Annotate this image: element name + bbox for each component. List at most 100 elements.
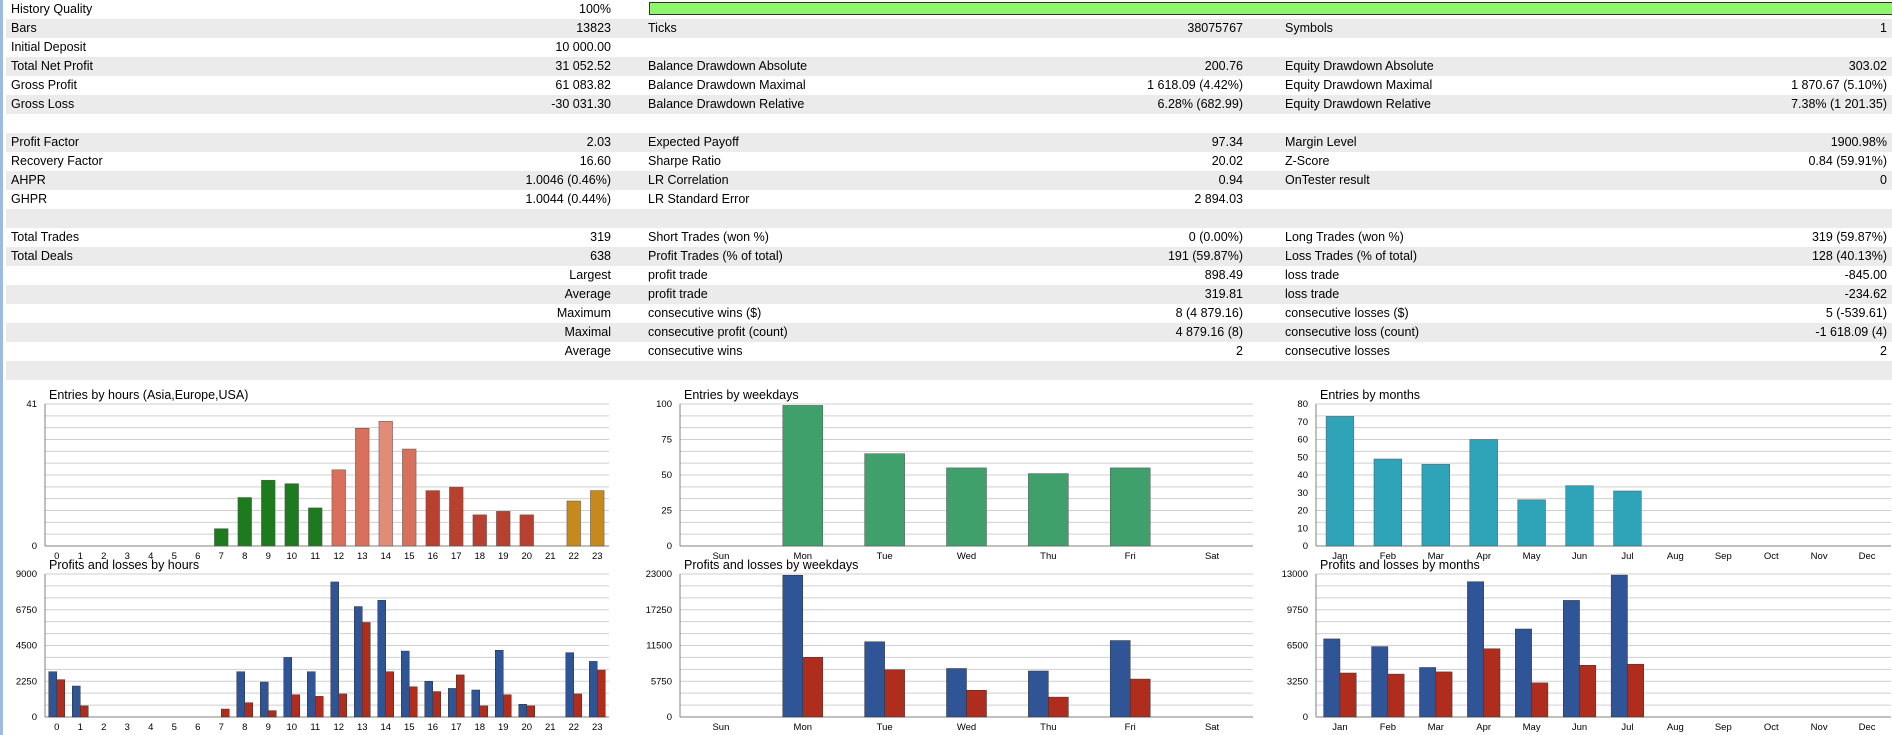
stat-label: consecutive wins [648, 344, 743, 358]
loss-bar [597, 669, 606, 718]
stat-label: Equity Drawdown Absolute [1285, 59, 1434, 73]
loss-bar [966, 690, 987, 718]
entries-bar [472, 514, 487, 547]
x-tick-label: Tue [877, 722, 893, 733]
stat-label: GHPR [11, 192, 48, 206]
stat-value: 0.84 (59.91%) [1808, 154, 1887, 168]
profit-bar [1610, 574, 1628, 718]
chart: Entries by months 80 70 60 50 40 30 20 10 0 Jan Feb… [1282, 388, 1892, 562]
entries-bar [1028, 473, 1069, 547]
y-tick-label: 11500 [646, 641, 672, 652]
y-tick-label: 5750 [651, 676, 672, 687]
y-tick-label: 41 [26, 399, 37, 410]
profit-bar [1371, 646, 1389, 718]
profit-bar [48, 671, 57, 718]
entries-bar [402, 448, 417, 547]
entries-bar [864, 453, 905, 547]
y-tick-label: 0 [32, 541, 37, 552]
y-tick-label: 70 [1297, 417, 1308, 428]
x-tick-label: Fri [1125, 551, 1136, 562]
x-tick-label: Sun [712, 551, 729, 562]
profit-bar [565, 652, 575, 718]
stat-value: Average [564, 344, 611, 358]
profit-bar [1515, 628, 1532, 718]
entries-bar [1421, 464, 1450, 547]
chart-svg: 80 70 60 50 40 30 20 10 0 Jan Feb Mar Apr May Jun Jul Au… [1297, 399, 1891, 562]
stat-label: OnTester result [1285, 173, 1370, 187]
x-tick-label: Jan [1332, 551, 1347, 562]
stats-row: Initial Deposit 10 000.00 [6, 38, 1892, 57]
x-tick-label: 4 [148, 551, 153, 562]
entries-bar [237, 497, 252, 547]
y-tick-label: 0 [667, 712, 672, 723]
y-tick-label: 60 [1297, 435, 1308, 446]
entries-bar [1373, 458, 1403, 547]
stat-label: Equity Drawdown Relative [1285, 97, 1431, 111]
y-tick-label: 50 [1297, 452, 1308, 463]
x-tick-label: Thu [1040, 551, 1056, 562]
profit-bar [864, 641, 885, 718]
x-tick-label: 7 [219, 722, 224, 733]
stats-row: GHPR 1.0044 (0.44%) LR Standard Error 2 894… [6, 190, 1892, 209]
x-tick-label: 18 [474, 551, 485, 562]
loss-bar [291, 694, 300, 718]
y-tick-label: 23000 [646, 569, 672, 580]
x-tick-label: 1 [78, 551, 83, 562]
loss-bar [268, 710, 277, 718]
stat-label: Symbols [1285, 21, 1333, 35]
stats-row: Bars 13823 Ticks 38075767 Symbols 1 [6, 19, 1892, 38]
y-tick-label: 80 [1297, 399, 1308, 410]
x-tick-label: Aug [1667, 722, 1684, 733]
stat-label: Z-Score [1285, 154, 1330, 168]
entries-bar [214, 528, 229, 547]
x-tick-label: 7 [219, 551, 224, 562]
stat-value: 1 [1880, 21, 1887, 35]
y-tick-label: 25 [661, 506, 672, 517]
stat-value: 4 879.16 (8) [1175, 325, 1243, 339]
entries-bar [566, 500, 581, 547]
stat-value: 2 [1236, 344, 1243, 358]
x-tick-label: Sat [1205, 551, 1220, 562]
loss-bar [1387, 673, 1405, 718]
stat-label: Balance Drawdown Relative [648, 97, 805, 111]
stat-value: 303.02 [1848, 59, 1887, 73]
profit-bar [236, 671, 245, 718]
stat-value: -1 618.09 (4) [1815, 325, 1887, 339]
stat-value: 7.38% (1 201.35) [1791, 97, 1887, 111]
x-tick-label: Sep [1715, 551, 1732, 562]
x-tick-label: Mon [794, 551, 812, 562]
stat-label: loss trade [1285, 268, 1340, 282]
chart-svg: 23000 17250 11500 5750 0 Sun Mon Tue Wed Thu Fri Sa… [646, 569, 1253, 733]
profit-bar [946, 668, 967, 718]
x-tick-label: 19 [498, 722, 509, 733]
stat-value: 20.02 [1211, 154, 1243, 168]
x-tick-label: 20 [521, 722, 532, 733]
x-tick-label: 3 [125, 722, 130, 733]
profit-bar [589, 661, 598, 718]
profit-bar [1467, 581, 1484, 718]
x-tick-label: Thu [1040, 722, 1056, 733]
stat-value: 319.81 [1204, 287, 1243, 301]
loss-bar [244, 702, 253, 718]
x-tick-label: 1 [78, 722, 83, 733]
stat-label: Recovery Factor [11, 154, 103, 168]
stat-value: 638 [590, 249, 611, 263]
stat-value: 128 (40.13%) [1811, 249, 1887, 263]
loss-bar [456, 674, 465, 718]
x-tick-label: 18 [474, 722, 485, 733]
x-tick-label: 6 [195, 551, 200, 562]
loss-bar [432, 691, 441, 718]
x-tick-label: 5 [172, 551, 177, 562]
history-quality-label: History Quality [11, 2, 93, 16]
profit-bar [495, 650, 504, 718]
x-tick-label: 22 [568, 551, 579, 562]
entries-bar [331, 469, 346, 547]
x-tick-label: Sat [1205, 722, 1220, 733]
stat-value: 200.76 [1204, 59, 1243, 73]
stats-row: Total Trades 319 Short Trades (won %) 0 (0.… [6, 228, 1892, 247]
chart-svg: 100 75 50 25 0 Sun Mon Tue Wed Thu Fri Sat [656, 399, 1253, 562]
stat-label: Initial Deposit [11, 40, 87, 54]
x-tick-label: 13 [357, 551, 368, 562]
x-tick-label: 6 [195, 722, 200, 733]
